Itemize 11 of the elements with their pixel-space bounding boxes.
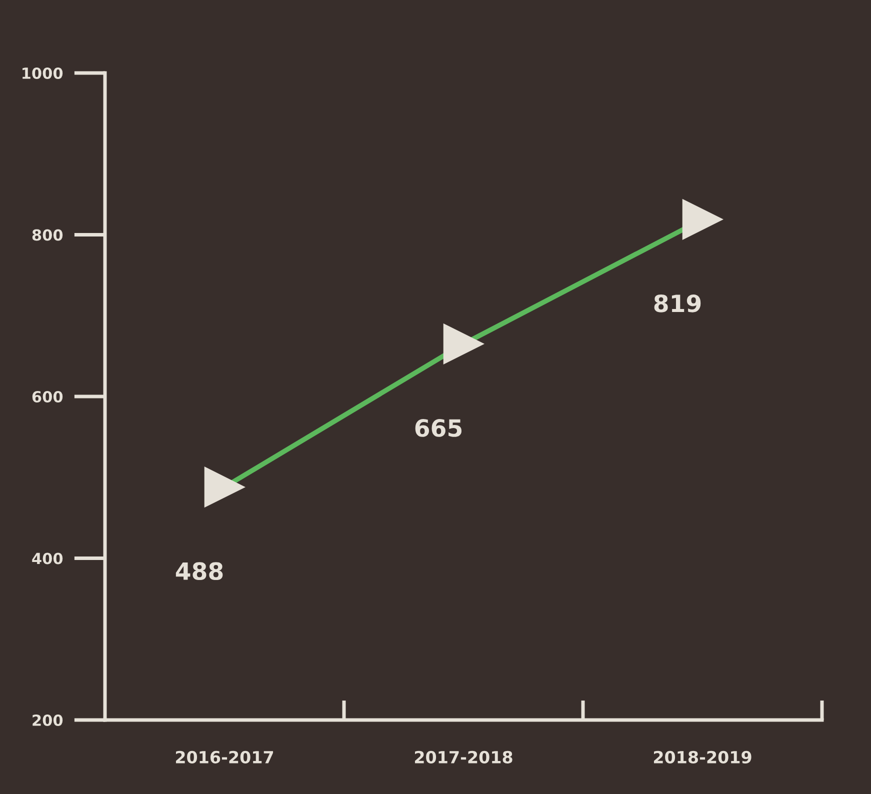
x-tick-label: 2016-2017 [176, 750, 274, 764]
data-label: 488 [176, 562, 223, 580]
x-tick-label: 2017-2018 [414, 750, 512, 764]
y-tick-label: 600 [32, 390, 63, 403]
y-tick-label: 400 [32, 552, 63, 564]
y-tick-label: 1000 [22, 67, 63, 80]
data-label: 819 [654, 294, 701, 312]
x-tick-label: 2018-2019 [654, 750, 752, 764]
y-tick-label: 800 [32, 229, 63, 241]
data-label: 665 [415, 419, 462, 437]
y-tick-label: 200 [32, 714, 63, 726]
